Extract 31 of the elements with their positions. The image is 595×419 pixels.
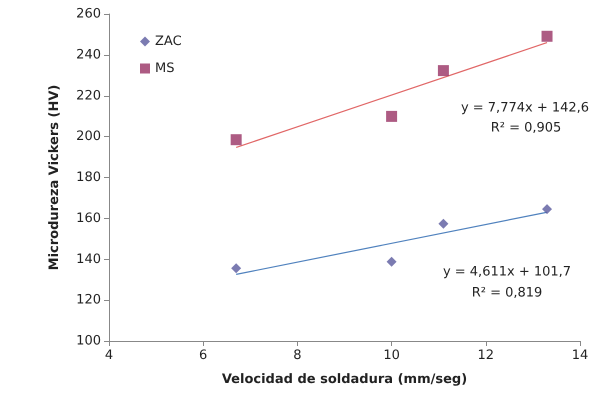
x-tick-label: 10 — [383, 348, 400, 363]
point — [230, 134, 242, 146]
y-tick-label: 260 — [76, 6, 101, 22]
point — [386, 110, 398, 122]
annotation: R² = 0,819 — [472, 286, 542, 300]
point — [386, 256, 397, 267]
y-tick-label: 140 — [76, 252, 101, 267]
y-tick-label: 240 — [76, 47, 101, 62]
y-tick-label: 100 — [76, 334, 101, 348]
annotation: y = 4,611x + 101,7 — [442, 264, 572, 280]
point — [542, 204, 552, 214]
point — [438, 65, 449, 76]
legend-label: ZAC — [155, 34, 182, 49]
annotation: R² = 0,905 — [490, 120, 562, 136]
y-tick-label: 160 — [76, 210, 101, 226]
legend-label: MS — [155, 61, 174, 76]
annotation: y = 7,774x + 142,6 — [460, 100, 590, 116]
x-tick-label: 14 — [572, 348, 588, 363]
y-axis-title: Microdureza Vickers (HV) — [47, 84, 62, 270]
x-axis-title: Velocidad de soldadura (mm/seg) — [222, 372, 468, 387]
x-tick-label: 6 — [199, 348, 208, 363]
y-tick-label: 120 — [76, 292, 101, 308]
point — [438, 218, 448, 229]
y-tick-label: 200 — [76, 129, 101, 144]
point — [231, 263, 242, 274]
y-tick-label: 220 — [76, 88, 101, 104]
y-tick-label: 180 — [76, 170, 101, 185]
point — [542, 30, 553, 42]
x-tick-label: 12 — [478, 348, 494, 363]
x-tick-label: 8 — [293, 348, 302, 363]
x-tick-label: 4 — [104, 348, 114, 363]
